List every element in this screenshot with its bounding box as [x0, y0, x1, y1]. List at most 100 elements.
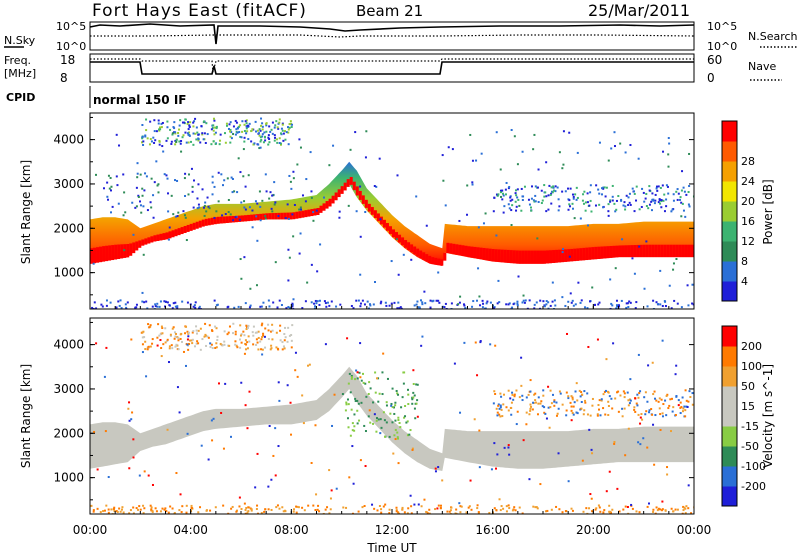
velocity-cell	[356, 422, 359, 425]
power-cell	[609, 200, 612, 203]
power-cell	[201, 219, 205, 227]
power-cell	[503, 249, 507, 263]
velocity-cell	[255, 343, 258, 346]
power-cell	[275, 138, 278, 141]
velocity-cell	[685, 505, 688, 508]
power-cell	[310, 263, 313, 266]
power-cell	[169, 128, 172, 131]
velocity-cell	[161, 327, 164, 330]
velocity-cell	[411, 398, 414, 401]
velocity-cell	[330, 489, 333, 492]
power-cell	[172, 126, 175, 129]
velocity-cell	[210, 419, 213, 422]
velocity-cell	[216, 339, 219, 342]
velocity-cell	[231, 505, 234, 508]
velocity-cell	[191, 342, 194, 345]
power-cell	[137, 194, 140, 197]
power-cell	[361, 299, 364, 302]
power-cell	[657, 244, 661, 258]
power-cell	[501, 192, 504, 195]
power-cell	[636, 244, 640, 258]
velocity-cell	[689, 396, 692, 399]
power-cell	[661, 305, 664, 308]
velocity-cell	[208, 324, 211, 327]
velocity-cell	[361, 506, 364, 509]
velocity-cell	[322, 512, 325, 514]
power-cell	[198, 305, 201, 308]
nsearch-trace	[90, 34, 695, 38]
velocity-cell	[169, 333, 172, 336]
colorbar-swatch	[722, 281, 737, 302]
power-cell	[196, 197, 199, 200]
power-cell	[524, 299, 527, 302]
velocity-cell	[677, 404, 680, 407]
power-cell	[675, 190, 678, 193]
velocity-cell	[681, 396, 684, 399]
velocity-cell	[656, 509, 659, 512]
power-cell	[635, 185, 638, 188]
velocity-cell	[556, 412, 559, 415]
power-cell	[382, 219, 386, 228]
power-cell	[365, 130, 368, 133]
power-cell	[338, 216, 341, 219]
power-cell	[245, 127, 248, 130]
velocity-cell	[392, 452, 395, 455]
velocity-cell	[576, 412, 579, 415]
velocity-cell	[571, 509, 574, 512]
power-cell	[600, 246, 604, 259]
power-cell	[124, 211, 127, 214]
power-cell	[475, 299, 478, 302]
power-cell	[440, 259, 444, 266]
power-cell	[355, 186, 359, 196]
velocity-cell	[351, 445, 354, 448]
velocity-cell	[409, 494, 412, 497]
power-cell	[256, 239, 259, 242]
velocity-cell	[263, 335, 266, 338]
power-cell	[157, 122, 160, 125]
power-cell	[561, 296, 564, 299]
velocity-cell	[247, 324, 250, 327]
velocity-cell	[174, 345, 177, 348]
velocity-cell	[671, 397, 674, 400]
velocity-cell	[398, 421, 401, 424]
power-cell	[518, 204, 521, 207]
power-cell	[663, 210, 666, 213]
power-cell	[188, 131, 191, 134]
power-cell	[517, 198, 520, 201]
power-cell	[251, 128, 254, 131]
velocity-cell	[281, 506, 284, 509]
power-cell	[570, 301, 573, 304]
power-cell	[227, 211, 230, 214]
power-cell	[567, 249, 571, 262]
velocity-cell	[149, 345, 152, 348]
velocity-cell	[513, 393, 516, 396]
velocity-cell	[277, 381, 280, 384]
power-cell	[292, 235, 295, 238]
power-cell	[416, 300, 419, 303]
velocity-cell	[405, 421, 408, 424]
power-cell	[544, 191, 547, 194]
velocity-cell	[406, 512, 409, 514]
power-cell	[246, 125, 249, 128]
velocity-cell	[613, 440, 616, 443]
power-cell	[247, 214, 251, 222]
power-cell	[656, 303, 659, 306]
power-cell	[323, 196, 326, 199]
velocity-cell	[410, 505, 413, 508]
velocity-cell	[373, 507, 376, 510]
velocity-cell	[139, 508, 142, 511]
velocity-cell	[162, 343, 165, 346]
velocity-cell	[520, 356, 523, 359]
power-cell	[567, 187, 570, 190]
velocity-cell	[426, 512, 429, 514]
power-cell	[601, 187, 604, 190]
power-cell	[681, 170, 684, 173]
power-cell	[187, 133, 190, 136]
velocity-cell	[256, 512, 259, 514]
velocity-cell	[128, 467, 131, 470]
power-cell	[154, 305, 157, 308]
velocity-cell	[529, 407, 532, 410]
power-cell	[154, 139, 157, 142]
power-cell	[372, 303, 375, 306]
velocity-cell	[575, 411, 578, 414]
